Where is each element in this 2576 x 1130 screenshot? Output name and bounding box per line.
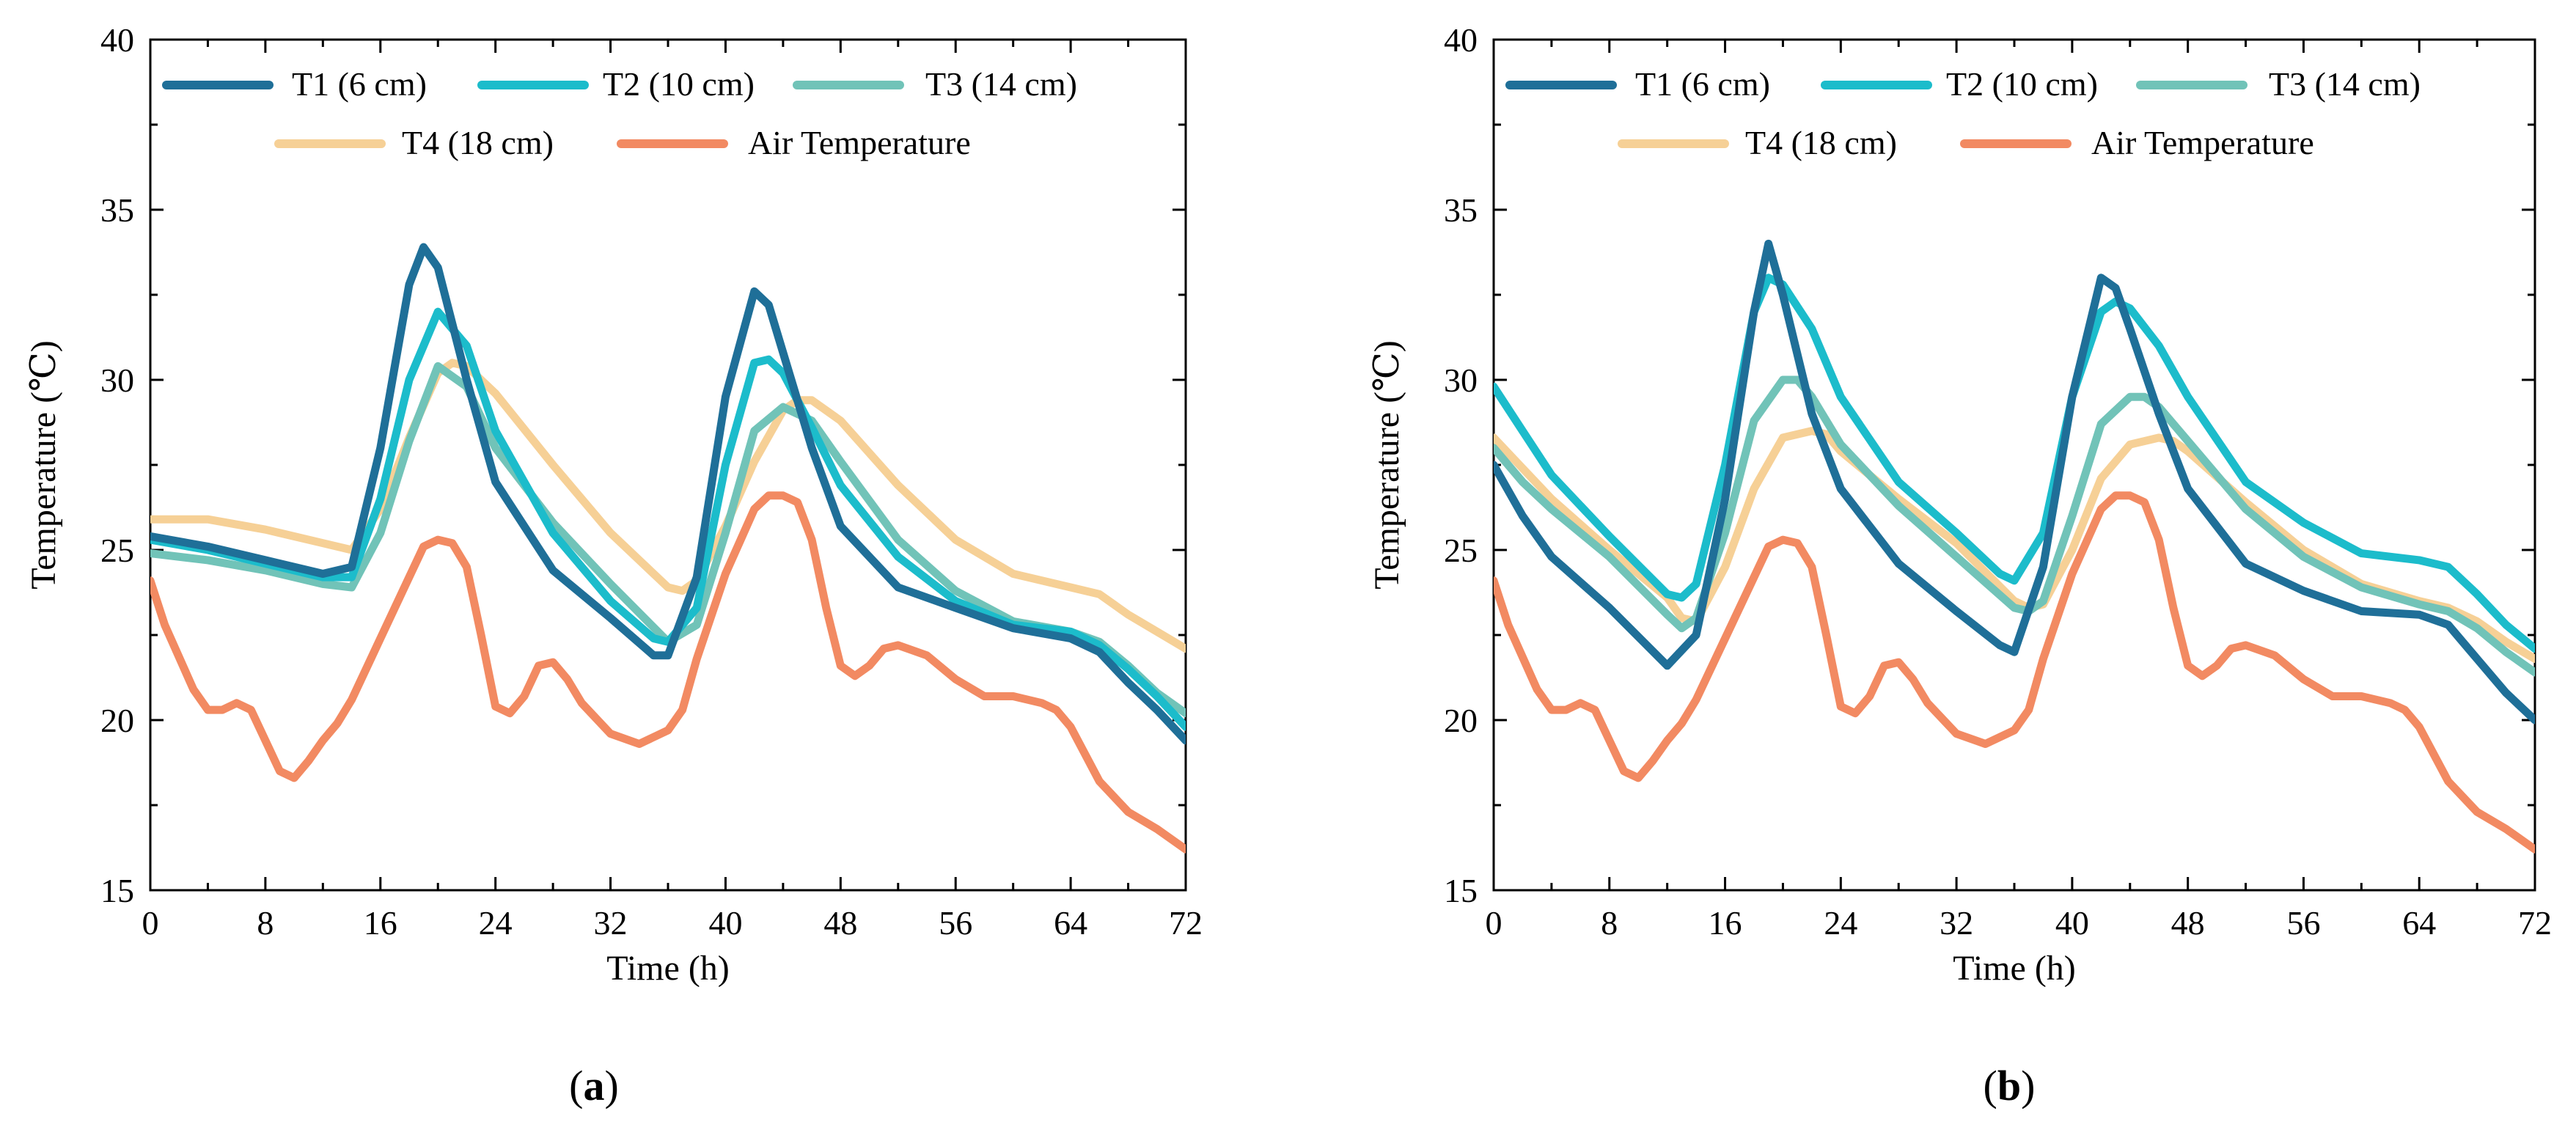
x-tick-label: 16 [364,904,397,942]
series-line-t4 [1494,427,2535,663]
y-axis-title: Temperature (℃) [1368,340,1406,590]
legend-label: T1 (6 cm) [1635,65,1770,103]
legend-label: T2 (10 cm) [603,65,755,103]
legend: T1 (6 cm) T2 (10 cm) T3 (14 cm) T4 (18 cm) A… [1505,65,2421,161]
x-tick-label: 56 [939,904,972,942]
x-tick-label: 32 [594,904,628,942]
series-line-t2 [1494,274,2535,653]
legend-entry-t4: T4 (18 cm) [1618,124,1897,161]
legend-label: Air Temperature [2091,124,2314,161]
series-line-t4 [150,359,1186,653]
x-tick-label: 0 [1486,904,1502,942]
legend-label: Air Temperature [748,124,971,161]
y-tick-label: 25 [100,532,134,569]
x-tick-label: 24 [1824,904,1857,942]
legend-label: T1 (6 cm) [292,65,427,103]
legend-entry-t3: T3 (14 cm) [2136,65,2421,103]
x-tick-label: 64 [2402,904,2436,942]
x-tick-label: 8 [257,904,274,942]
legend: T1 (6 cm) T2 (10 cm) T3 (14 cm) T4 (18 cm) A… [162,65,1077,161]
legend-entry-air: Air Temperature [617,124,971,161]
legend-label: T3 (14 cm) [2269,65,2421,103]
y-tick-label: 20 [100,702,134,739]
y-tick-label: 35 [1444,191,1478,229]
legend-entry-t1: T1 (6 cm) [162,65,427,103]
chart-panel-b: 0 8 16 24 32 40 48 56 64 72 15 20 25 30 35 40 Time (h) Te… [1368,21,2552,1109]
x-tick-label: 32 [1940,904,1973,942]
x-axis-title: Time (h) [606,949,730,988]
x-tick-label: 40 [708,904,742,942]
y-tick-label: 30 [100,362,134,399]
legend-label: T4 (18 cm) [1745,124,1897,161]
x-tick-label: 56 [2286,904,2320,942]
y-tick-label: 15 [1444,872,1478,909]
series-group [1494,239,2535,854]
y-tick-label: 40 [100,21,134,59]
x-tick-label: 40 [2055,904,2089,942]
x-tick-label: 24 [479,904,513,942]
legend-label: T2 (10 cm) [1946,65,2098,103]
x-tick-label: 48 [2171,904,2205,942]
x-tick-label: 8 [1601,904,1618,942]
x-tick-label: 16 [1709,904,1742,942]
chart-panel-a: 0 8 16 24 32 40 48 56 64 72 15 20 25 30 35 40 Time (h) Te… [24,21,1203,1109]
legend-entry-t2: T2 (10 cm) [1821,65,2098,103]
y-tick-label: 40 [1444,21,1478,59]
y-axis-title: Temperature (℃) [24,340,63,590]
series-group [150,243,1186,854]
series-line-t2 [150,307,1186,731]
legend-entry-t2: T2 (10 cm) [477,65,755,103]
y-tick-label: 20 [1444,702,1478,739]
legend-label: T3 (14 cm) [925,65,1077,103]
x-tick-label: 72 [2518,904,2552,942]
legend-entry-t3: T3 (14 cm) [793,65,1077,103]
x-tick-label: 48 [823,904,857,942]
x-axis-title: Time (h) [1953,949,2076,988]
legend-entry-t4: T4 (18 cm) [274,124,554,161]
legend-label: T4 (18 cm) [402,124,554,161]
y-tick-label: 25 [1444,532,1478,569]
x-tick-label: 72 [1169,904,1203,942]
legend-entry-t1: T1 (6 cm) [1505,65,1770,103]
series-line-t1 [1494,239,2535,724]
series-line-t3 [1494,375,2535,677]
y-tick-label: 30 [1444,362,1478,399]
y-tick-label: 35 [100,191,134,229]
legend-entry-air: Air Temperature [1960,124,2314,161]
series-line-t1 [150,243,1186,745]
y-tick-label: 15 [100,872,134,909]
series-line-air [150,491,1186,854]
series-line-air [1494,491,2535,854]
x-tick-label: 64 [1054,904,1087,942]
panel-label: (b) [1984,1062,2036,1109]
x-tick-label: 0 [142,904,159,942]
panel-label: (a) [569,1062,619,1109]
